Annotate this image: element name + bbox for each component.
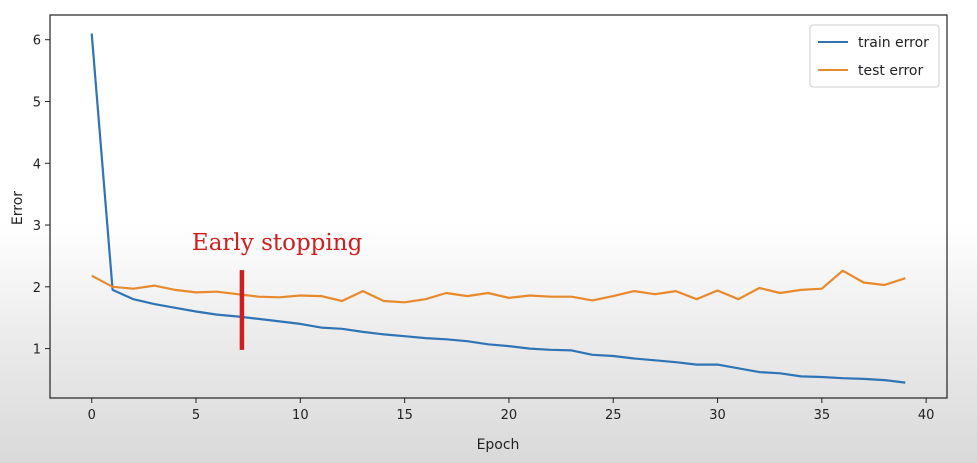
x-tick-label: 15 <box>396 408 413 423</box>
x-axis-title: Epoch <box>477 437 520 453</box>
y-tick-label: 6 <box>33 34 41 49</box>
legend-label-train-error: train error <box>858 35 929 51</box>
y-tick-label: 2 <box>33 281 41 296</box>
x-tick-label: 40 <box>918 408 935 423</box>
plot-frame <box>49 14 948 399</box>
y-tick-label: 1 <box>33 343 41 358</box>
series-lines <box>90 33 906 384</box>
series-line-test-error <box>91 269 906 304</box>
series-line-train-error <box>90 33 906 384</box>
y-tick-label: 5 <box>33 95 41 110</box>
y-tick-label: 3 <box>33 219 41 234</box>
x-axis: 0 5 10 15 20 25 30 35 40 <box>88 398 935 423</box>
legend-label-test-error: test error <box>858 63 923 79</box>
x-tick-label: 35 <box>814 408 831 423</box>
x-tick-label: 30 <box>709 408 726 423</box>
x-tick-label: 5 <box>192 408 200 423</box>
x-tick-label: 0 <box>88 408 96 423</box>
y-tick-label: 4 <box>33 157 41 172</box>
y-axis-title: Error <box>10 191 26 225</box>
x-tick-label: 25 <box>605 408 622 423</box>
x-tick-label: 20 <box>501 408 518 423</box>
y-axis: 1 2 3 4 5 6 <box>33 34 50 358</box>
early-stopping-label: Early stopping <box>192 230 363 256</box>
legend-box <box>809 24 940 88</box>
annotation-group: Early stopping <box>192 230 363 350</box>
legend: train error test error <box>809 24 940 88</box>
x-tick-label: 10 <box>292 408 309 423</box>
